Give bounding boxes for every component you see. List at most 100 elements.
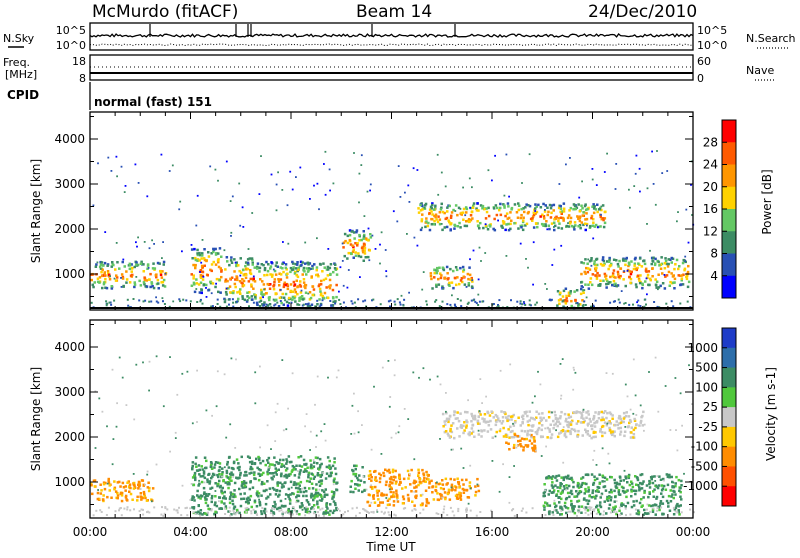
- power-echo-cell: [127, 304, 130, 307]
- power-echo-cell: [133, 285, 136, 289]
- velocity-echo-cell: [382, 471, 385, 475]
- velocity-echo-cell: [597, 490, 600, 493]
- power-echo-cell: [209, 280, 212, 284]
- velocity-echo-cell: [138, 484, 141, 487]
- velocity-echo-cell: [566, 491, 570, 495]
- velocity-echo-cell: [359, 479, 363, 482]
- velocity-echo-cell: [264, 463, 267, 467]
- velocity-echo-cell: [560, 410, 563, 414]
- power-echo-cell: [266, 273, 269, 277]
- power-echo-cell: [638, 257, 642, 260]
- power-echo-cell: [155, 296, 157, 299]
- power-echo-cell: [433, 214, 436, 218]
- power-echo-cell: [556, 290, 560, 293]
- power-echo-cell: [160, 281, 163, 284]
- power-echo-cell: [310, 275, 313, 278]
- power-echo-cell: [608, 281, 611, 284]
- velocity-echo-cell: [565, 488, 568, 491]
- velocity-echo-cell: [600, 410, 604, 414]
- velocity-echo-cell: [204, 456, 207, 459]
- power-echo-cell: [332, 300, 335, 303]
- velocity-echo-cell: [319, 475, 322, 478]
- power-echo-cell: [237, 264, 240, 267]
- velocity-echo-cell: [326, 511, 330, 514]
- velocity-echo-cell: [635, 476, 639, 479]
- velocity-echo-cell: [113, 487, 116, 491]
- velocity-echo-cell: [584, 508, 587, 511]
- velocity-echo-cell: [142, 484, 145, 487]
- power-echo-cell: [423, 206, 426, 209]
- power-echo-cell: [293, 283, 297, 286]
- station-title: McMurdo (fitACF): [92, 2, 238, 22]
- power-echo-cell: [590, 257, 593, 260]
- velocity-echo-cell: [203, 466, 207, 470]
- velocity-echo-cell: [671, 493, 674, 496]
- velocity-echo-cell: [176, 511, 179, 514]
- velocity-echo-cell: [592, 495, 596, 499]
- power-echo-cell: [317, 275, 320, 278]
- velocity-echo-cell: [145, 499, 149, 502]
- velocity-echo-cell: [603, 431, 607, 435]
- velocity-echo-cell: [465, 478, 468, 482]
- velocity-echo-cell: [321, 507, 324, 510]
- velocity-y-tick-label: 1000: [54, 475, 85, 489]
- power-echo-cell: [614, 188, 617, 190]
- velocity-echo-cell: [378, 477, 382, 480]
- power-echo-cell: [654, 257, 657, 261]
- velocity-echo-cell: [677, 505, 681, 508]
- power-echo-cell: [190, 284, 194, 287]
- velocity-echo-cell: [625, 411, 628, 414]
- velocity-echo-cell: [399, 480, 402, 484]
- velocity-echo-cell: [552, 427, 555, 430]
- velocity-echo-cell: [577, 429, 580, 433]
- power-echo-cell: [203, 258, 207, 262]
- power-echo-cell: [296, 292, 299, 296]
- velocity-echo-cell: [96, 497, 100, 501]
- velocity-echo-cell: [540, 418, 544, 422]
- velocity-echo-cell: [166, 508, 169, 511]
- velocity-echo-cell: [553, 423, 556, 427]
- velocity-echo-cell: [244, 481, 248, 485]
- velocity-echo-cell: [253, 477, 256, 480]
- power-echo-cell: [627, 261, 631, 264]
- power-echo-cell: [121, 275, 125, 279]
- velocity-echo-cell: [402, 497, 406, 501]
- power-echo-cell: [472, 202, 476, 205]
- velocity-echo-cell: [462, 483, 465, 486]
- velocity-echo-cell: [242, 497, 246, 500]
- power-echo-cell: [322, 262, 325, 265]
- power-echo-cell: [242, 273, 246, 276]
- velocity-echo-cell: [320, 495, 323, 498]
- velocity-echo-cell: [656, 475, 659, 477]
- velocity-echo-cell: [609, 412, 613, 416]
- velocity-echo-cell: [256, 490, 259, 493]
- power-echo-cell: [254, 295, 257, 299]
- power-echo-cell: [661, 282, 665, 285]
- velocity-echo-cell: [507, 418, 511, 422]
- velocity-echo-cell: [230, 513, 233, 516]
- velocity-echo-cell: [460, 478, 464, 482]
- power-echo-cell: [562, 299, 565, 302]
- power-echo-cell: [379, 243, 381, 246]
- power-echo-cell: [440, 274, 443, 277]
- velocity-echo-cell: [645, 484, 649, 487]
- velocity-colorbar-frame: [721, 327, 737, 507]
- power-echo-cell: [520, 207, 523, 211]
- velocity-echo-cell: [548, 512, 551, 516]
- power-echo-cell: [239, 288, 242, 291]
- power-echo-cell: [453, 227, 456, 230]
- velocity-echo-cell: [610, 433, 614, 437]
- power-echo-cell: [357, 252, 360, 255]
- velocity-echo-cell: [513, 514, 516, 517]
- power-echo-cell: [454, 266, 458, 269]
- velocity-echo-cell: [626, 489, 629, 492]
- velocity-echo-cell: [655, 497, 658, 500]
- velocity-echo-cell: [202, 486, 206, 490]
- velocity-echo-cell: [674, 493, 677, 496]
- velocity-echo-cell: [196, 369, 198, 372]
- velocity-echo-cell: [230, 479, 233, 482]
- velocity-echo-cell: [461, 487, 465, 491]
- power-echo-cell: [389, 305, 391, 308]
- velocity-echo-cell: [305, 413, 308, 415]
- power-echo-cell: [549, 298, 551, 301]
